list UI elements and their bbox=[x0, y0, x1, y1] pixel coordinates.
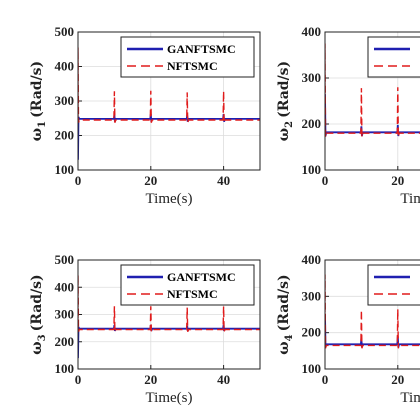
y-tick-label: 100 bbox=[55, 162, 75, 177]
x-tick-label: 20 bbox=[391, 173, 404, 188]
y-label-subscript: 1 bbox=[37, 121, 48, 128]
legend-box bbox=[120, 36, 255, 78]
y-tick-label: 100 bbox=[55, 361, 75, 376]
y-axis-label: ω1 (Rad/s) bbox=[29, 61, 48, 141]
plot-frame bbox=[324, 31, 420, 171]
x-axis-label: Time(s) bbox=[146, 191, 193, 207]
series-line-nftsmc bbox=[78, 274, 260, 332]
legend-label: GANFTSMC bbox=[167, 42, 236, 56]
legend bbox=[367, 264, 420, 306]
legend-label: GANFTSMC bbox=[167, 270, 236, 284]
x-tick-label: 40 bbox=[217, 372, 230, 387]
x-tick-label: 0 bbox=[322, 173, 329, 188]
x-axis-label: Time bbox=[400, 191, 420, 207]
y-label-unit: (Rad/s) bbox=[29, 274, 45, 331]
plot-frame bbox=[324, 259, 420, 370]
y-tick-label: 200 bbox=[55, 334, 75, 349]
legend: GANFTSMC NFTSMC bbox=[120, 264, 255, 306]
x-tick-label: 0 bbox=[75, 372, 82, 387]
y-label-subscript: 3 bbox=[37, 334, 48, 341]
legend-box bbox=[367, 36, 420, 78]
y-tick-label: 300 bbox=[55, 307, 75, 322]
legend-box bbox=[367, 264, 420, 306]
x-tick-label: 20 bbox=[144, 173, 157, 188]
y-label-unit: (Rad/s) bbox=[276, 61, 292, 118]
y-label-unit: (Rad/s) bbox=[276, 274, 292, 331]
y-tick-label: 100 bbox=[302, 361, 322, 376]
y-tick-label: 500 bbox=[55, 252, 75, 267]
plot-frame bbox=[77, 259, 261, 370]
y-axis-label: ω3 (Rad/s) bbox=[29, 274, 48, 354]
y-label-symbol: ω bbox=[276, 341, 292, 354]
series-group bbox=[78, 47, 260, 160]
legend-label: NFTSMC bbox=[167, 287, 218, 301]
x-axis-label: Time(s) bbox=[146, 390, 193, 406]
x-tick-label: 0 bbox=[75, 173, 82, 188]
y-label-subscript: 2 bbox=[284, 121, 295, 128]
y-tick-label: 400 bbox=[302, 24, 322, 39]
legend: GANFTSMC NFTSMC bbox=[120, 36, 255, 78]
y-tick-label: 400 bbox=[55, 59, 75, 74]
y-label-unit: (Rad/s) bbox=[29, 61, 45, 118]
y-label-subscript: 4 bbox=[284, 334, 295, 341]
x-tick-label: 0 bbox=[322, 372, 329, 387]
legend bbox=[367, 36, 420, 78]
x-axis-label: Time bbox=[400, 390, 420, 406]
y-tick-label: 400 bbox=[302, 252, 322, 267]
y-axis-label: ω2 (Rad/s) bbox=[276, 61, 295, 141]
y-tick-label: 300 bbox=[302, 288, 322, 303]
legend-box bbox=[120, 264, 255, 306]
y-tick-label: 200 bbox=[302, 325, 322, 340]
y-tick-label: 100 bbox=[302, 162, 322, 177]
x-tick-label: 20 bbox=[144, 372, 157, 387]
y-tick-label: 200 bbox=[302, 116, 322, 131]
y-label-symbol: ω bbox=[29, 341, 45, 354]
y-tick-label: 500 bbox=[55, 24, 75, 39]
y-tick-label: 300 bbox=[55, 93, 75, 108]
y-label-symbol: ω bbox=[29, 128, 45, 141]
chart-panel-1: 100 200 300 400 500 0 20 40 GANFTSMC NFTSMC Time(s… bbox=[29, 24, 261, 207]
series-line-nftsmc bbox=[78, 47, 260, 123]
chart-panel-3: 100 200 300 400 500 0 20 40 GANFTSMC NFTSMC Time(s… bbox=[29, 252, 261, 406]
y-label-symbol: ω bbox=[276, 128, 292, 141]
chart-panel-4: 100 200 300 400 0 20 Time ω4 (Rad/s) bbox=[276, 252, 420, 406]
plot-frame bbox=[77, 31, 261, 171]
chart-panel-2: 100 200 300 400 0 20 Time ω2 (Rad/s) bbox=[276, 24, 420, 207]
y-tick-label: 400 bbox=[55, 279, 75, 294]
x-tick-label: 40 bbox=[217, 173, 230, 188]
x-tick-label: 20 bbox=[391, 372, 404, 387]
series-group bbox=[78, 274, 260, 359]
y-tick-label: 200 bbox=[55, 128, 75, 143]
legend-label: NFTSMC bbox=[167, 59, 218, 73]
y-axis-label: ω4 (Rad/s) bbox=[276, 274, 295, 354]
y-tick-label: 300 bbox=[302, 70, 322, 85]
